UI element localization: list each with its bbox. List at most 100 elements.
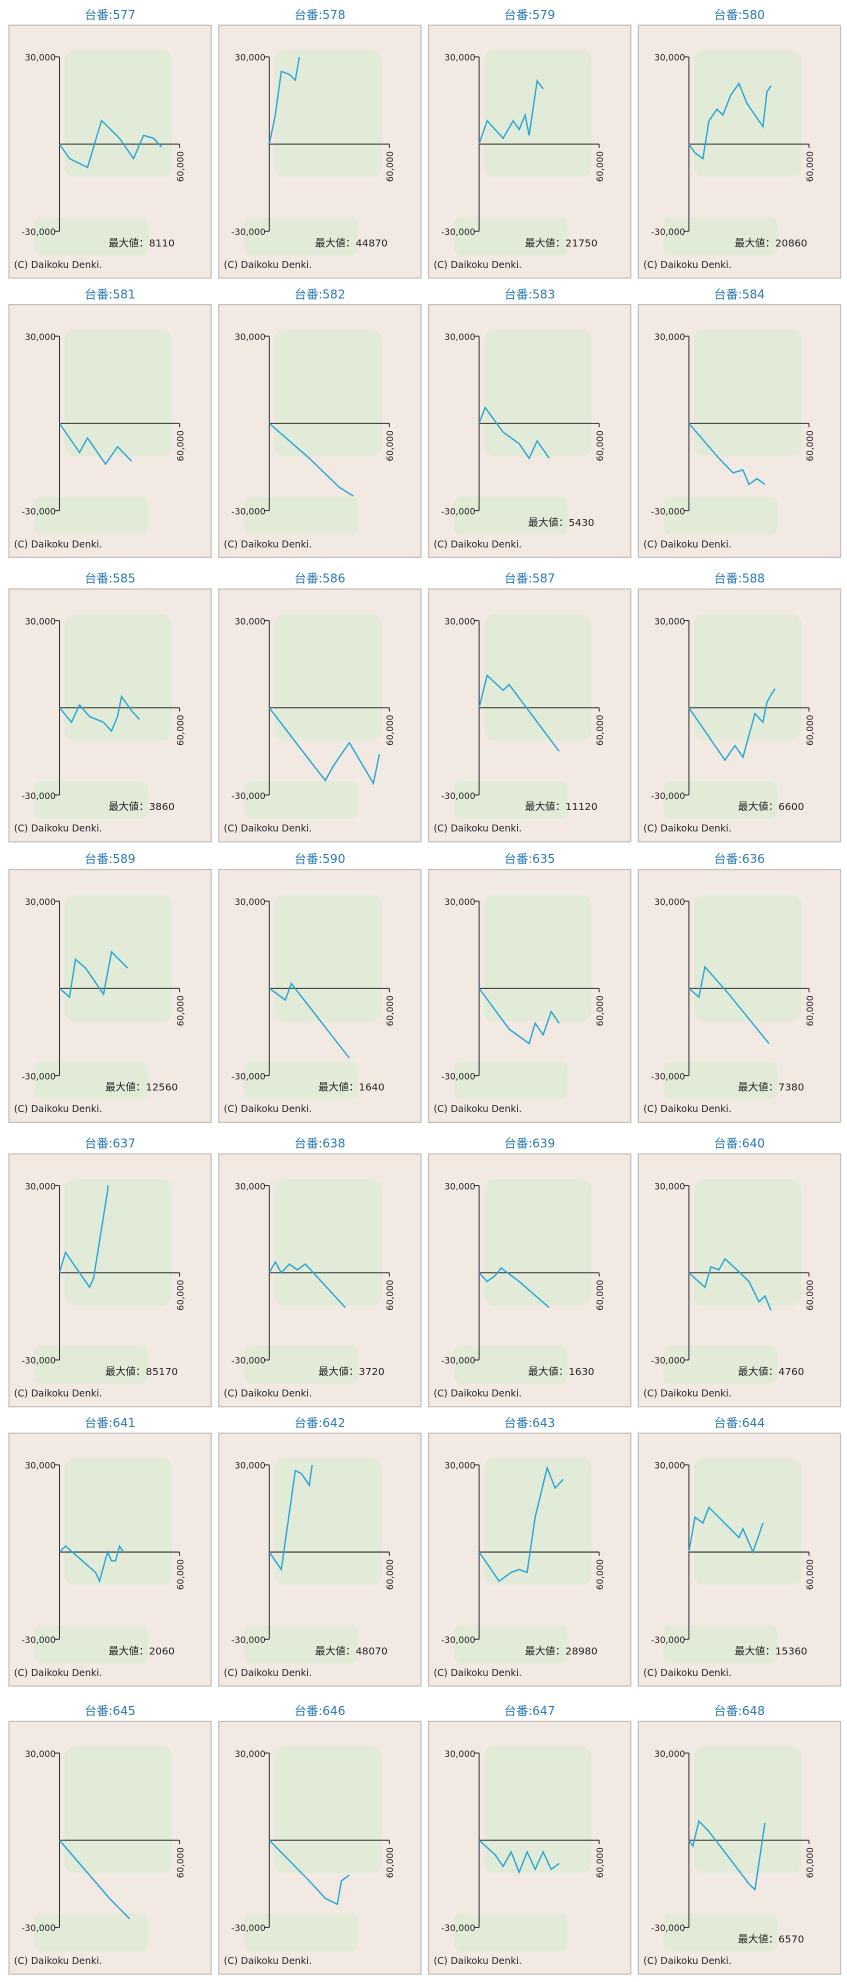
panel-deco [484,50,592,177]
max-label: 最大値：2060 [109,1644,175,1657]
panel-deco [663,217,778,256]
copyright: (C) Daikoku Denki. [224,539,312,550]
chart-title: 台番:578 [294,7,345,22]
y-tick-label: -30,000 [441,1072,475,1082]
chart-title: 台番:642 [294,1415,345,1430]
chart-panel: 台番:578 30,000 -30,000 60,000 最大値：44870(C) Da… [218,7,422,279]
data-line [58,1185,109,1289]
copyright: (C) Daikoku Denki. [224,1104,312,1115]
chart-title: 台番:582 [294,286,345,301]
data-line [268,56,301,145]
chart-panel: 台番:585 30,000 -30,000 60,000 最大値：3860 (C) Dai… [8,571,212,843]
max-label: 最大値：3720 [318,1365,384,1378]
y-tick-label: -30,000 [22,792,56,802]
x-tick-label: 60,000 [386,430,396,461]
panel-deco [693,1179,802,1306]
panel-deco [34,1625,148,1664]
panel-deco [693,894,802,1022]
chart-title: 台番:638 [294,1136,345,1151]
y-tick-label: -30,000 [651,1924,685,1934]
data-line [478,406,550,460]
copyright: (C) Daikoku Denki. [14,260,102,271]
panel-deco [663,1061,778,1100]
copyright: (C) Daikoku Denki. [643,260,731,271]
panel-deco [693,329,802,457]
copyright: (C) Daikoku Denki. [434,1104,522,1115]
panel-deco [453,217,568,256]
copyright: (C) Daikoku Denki. [14,1104,102,1115]
max-label: 最大値：28980 [525,1644,598,1657]
max-label: 最大値：11120 [525,800,598,813]
chart-title: 台番:588 [714,571,765,586]
chart-title: 台番:577 [85,7,136,22]
data-line [268,707,381,786]
chart-title: 台番:581 [85,286,136,301]
data-line [688,1506,764,1554]
y-tick-label: 30,000 [235,617,266,627]
y-tick-label: -30,000 [231,1924,265,1934]
panel-deco [453,1913,568,1952]
chart-panel: 台番:580 30,000 -30,000 60,000 最大値：20860 (C) Da… [637,7,842,279]
data-line [688,1257,772,1311]
chart-panel: 台番:584 30,000 -30,000 60,000 (C) Daikoku Den… [637,286,842,559]
panel-deco [64,50,172,177]
panel-deco [484,894,592,1022]
x-tick-label: 60,000 [596,1847,606,1878]
data-line [59,1544,125,1584]
max-label: 最大値：8110 [109,236,175,249]
y-tick-label: 30,000 [235,54,266,64]
panel-deco [64,1458,172,1585]
panel-deco [64,329,172,457]
y-tick-label: -30,000 [22,228,56,238]
panel-deco [663,781,778,820]
y-tick-label: 30,000 [235,1750,266,1760]
x-tick-label: 60,000 [176,1279,186,1310]
data-line [478,1267,550,1309]
y-tick-label: -30,000 [651,1072,685,1082]
max-label: 最大値：15360 [735,1644,808,1657]
chart-title: 台番:586 [294,571,345,586]
data-line [268,422,354,497]
panel-deco [693,50,802,177]
chart-title: 台番:589 [85,851,136,866]
copyright: (C) Daikoku Denki. [434,1389,522,1400]
y-tick-label: -30,000 [441,1924,475,1934]
chart-title: 台番:647 [504,1703,555,1718]
copyright: (C) Daikoku Denki. [14,824,102,835]
data-line [268,1260,346,1309]
y-tick-label: 30,000 [654,617,685,627]
chart-panel: 台番:643 30,000 -30,000 60,000 最大値：28980(C) Da… [427,1415,632,1687]
chart-panel: 台番:638 30,000 -30,000 60,000 最大値：3720 (C) Dai… [218,1136,422,1408]
panel-deco [453,1625,568,1664]
chart-panel: 台番:589 30,000 -30,000 60,000 最大値：12560(C) Da… [8,851,212,1123]
panel-deco [484,329,592,457]
data-line [688,422,766,486]
max-label: 最大値：21750 [525,236,598,249]
panel-deco [244,496,358,535]
max-label: 最大値：12560 [105,1081,178,1094]
max-label: 最大値：85170 [105,1365,178,1378]
panel-deco [693,614,802,741]
panel-deco [274,1746,382,1874]
x-tick-label: 60,000 [806,995,816,1026]
chart-title: 台番:579 [504,7,555,22]
panel-deco [663,496,778,535]
y-tick-label: 30,000 [25,898,56,908]
panel-deco [484,1746,592,1874]
chart-title: 台番:646 [294,1703,345,1718]
chart-panel: 台番:647 30,000 -30,000 60,000 (C) Daikoku Den… [427,1703,632,1975]
copyright: (C) Daikoku Denki. [643,824,731,835]
data-line [478,1839,560,1875]
data-line [688,1819,766,1892]
y-tick-label: -30,000 [441,1357,475,1367]
panel-deco [34,1061,148,1100]
x-tick-label: 60,000 [386,1559,396,1590]
x-tick-label: 60,000 [596,430,606,461]
chart-panel: 台番:586 30,000 -30,000 60,000 (C) Daikoku Den… [218,571,422,843]
chart-panel: 台番:637 30,000 -30,000 60,000 最大値：85170(C) Da… [8,1136,212,1408]
y-tick-label: 30,000 [444,1750,475,1760]
chart-panel: 台番:583 30,000 -30,000 60,000 最大値：5430 (C) Dai… [427,286,632,559]
y-tick-label: 30,000 [25,1750,56,1760]
panel-deco [244,1625,358,1664]
